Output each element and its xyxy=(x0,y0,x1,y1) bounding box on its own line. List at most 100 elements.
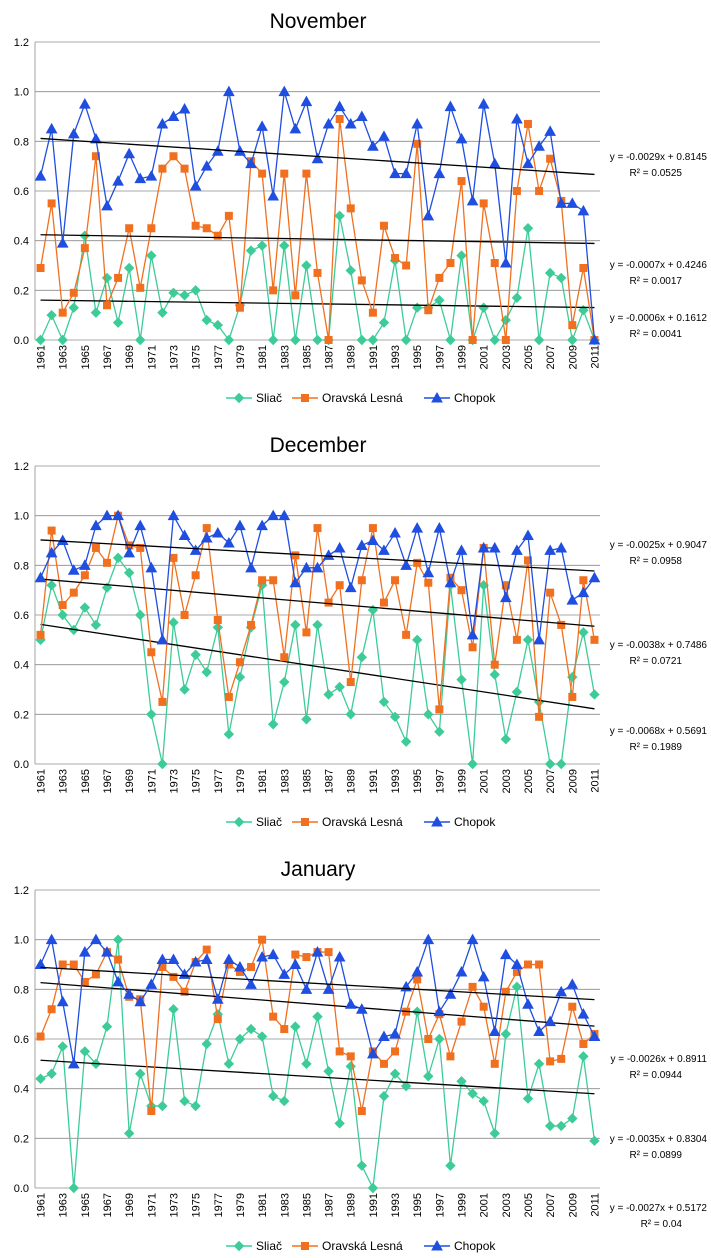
marker xyxy=(247,620,256,629)
marker xyxy=(212,319,224,331)
marker xyxy=(511,544,523,555)
marker xyxy=(423,709,434,720)
marker xyxy=(69,288,78,297)
marker xyxy=(56,995,69,1007)
marker xyxy=(46,309,57,321)
marker xyxy=(223,334,235,346)
marker xyxy=(157,1100,168,1112)
x-tick-label: 1963 xyxy=(58,345,70,369)
marker xyxy=(256,120,268,131)
marker xyxy=(444,576,457,588)
marker xyxy=(466,933,479,945)
marker xyxy=(136,283,145,292)
marker xyxy=(533,696,545,708)
trendline xyxy=(40,299,595,309)
marker xyxy=(279,1095,290,1107)
marker xyxy=(168,617,179,628)
x-tick-label: 2007 xyxy=(545,1193,557,1217)
marker xyxy=(223,1058,235,1070)
marker xyxy=(313,268,322,277)
trendline-equation: y = -0.0025x + 0.9047 xyxy=(610,540,708,551)
marker xyxy=(134,519,147,531)
marker xyxy=(114,955,123,964)
marker xyxy=(301,260,312,271)
marker xyxy=(245,978,257,989)
x-tick-label: 1999 xyxy=(457,345,469,369)
x-tick-label: 1975 xyxy=(191,1193,203,1217)
x-tick-label: 1963 xyxy=(58,769,70,793)
marker xyxy=(367,1182,379,1194)
marker xyxy=(279,676,290,688)
marker xyxy=(67,1057,80,1069)
marker xyxy=(322,549,335,560)
marker xyxy=(213,231,222,240)
y-tick-label: 1.0 xyxy=(14,511,29,523)
y-tick-label: 0.2 xyxy=(14,709,29,721)
marker xyxy=(357,576,366,585)
marker xyxy=(533,633,545,645)
marker xyxy=(556,272,567,284)
marker xyxy=(56,237,69,248)
marker xyxy=(179,290,190,301)
marker xyxy=(179,1095,190,1107)
trendline-equation: y = -0.0038x + 0.7486 xyxy=(610,640,708,651)
x-tick-label: 1985 xyxy=(301,345,313,369)
marker xyxy=(500,733,512,745)
marker xyxy=(302,169,311,178)
marker xyxy=(544,1015,556,1027)
marker xyxy=(367,1047,379,1059)
marker xyxy=(180,987,189,996)
marker xyxy=(578,627,589,638)
marker xyxy=(355,110,368,121)
marker xyxy=(45,122,58,134)
marker xyxy=(391,254,400,263)
marker xyxy=(245,561,257,573)
marker xyxy=(457,177,466,186)
chart-title: December xyxy=(270,434,367,457)
marker xyxy=(411,965,424,977)
marker xyxy=(47,199,56,208)
legend-marker xyxy=(431,1239,443,1251)
marker xyxy=(112,975,124,987)
marker xyxy=(90,933,102,945)
marker xyxy=(134,172,147,184)
y-tick-label: 1.2 xyxy=(14,461,29,473)
marker xyxy=(269,1012,278,1021)
marker xyxy=(499,948,512,960)
marker xyxy=(312,619,323,631)
marker xyxy=(123,988,136,999)
x-tick-label: 2009 xyxy=(567,769,579,793)
marker xyxy=(101,1021,113,1032)
marker xyxy=(212,622,224,633)
marker xyxy=(523,960,532,969)
marker xyxy=(511,292,523,303)
marker xyxy=(157,307,168,318)
marker xyxy=(80,571,89,580)
marker xyxy=(499,591,512,603)
marker xyxy=(323,689,334,700)
marker xyxy=(324,948,333,957)
marker xyxy=(45,933,58,945)
marker xyxy=(533,1058,545,1070)
x-tick-label: 1999 xyxy=(457,769,469,793)
x-tick-label: 2005 xyxy=(523,1193,535,1217)
marker xyxy=(488,541,501,553)
trendline-equation: y = -0.0029x + 0.8145 xyxy=(610,152,708,163)
x-tick-label: 1977 xyxy=(213,1193,225,1217)
marker xyxy=(167,953,180,965)
marker xyxy=(112,175,124,186)
marker xyxy=(91,970,100,979)
marker xyxy=(267,334,279,346)
marker xyxy=(346,204,355,213)
marker xyxy=(479,199,488,208)
trendline xyxy=(40,137,595,176)
x-tick-label: 2011 xyxy=(589,769,601,793)
marker xyxy=(311,946,324,957)
marker xyxy=(334,1118,345,1129)
marker xyxy=(568,321,577,330)
marker xyxy=(435,705,444,714)
x-tick-label: 1981 xyxy=(257,345,269,369)
marker xyxy=(522,529,534,541)
marker xyxy=(422,566,435,578)
marker xyxy=(523,556,532,565)
